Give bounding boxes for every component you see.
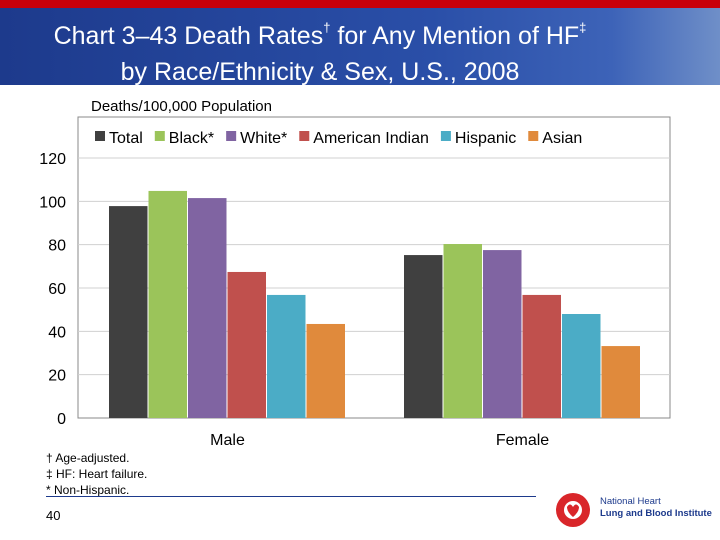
logo-text: National Heart Lung and Blood Institute	[600, 496, 712, 519]
footnote: ‡ HF: Heart failure.	[46, 467, 148, 481]
legend-swatch	[299, 131, 310, 141]
x-tick-label: Female	[496, 432, 549, 449]
y-tick-label: 0	[57, 411, 66, 428]
top-red-stripe	[0, 0, 720, 8]
bar-male-0	[109, 206, 148, 418]
y-axis-label: Deaths/100,000 Population	[91, 98, 272, 115]
page-number: 40	[46, 508, 61, 523]
bar-female-4	[562, 314, 601, 418]
legend-label: Asian	[542, 130, 582, 147]
y-tick-label: 120	[39, 151, 66, 168]
legend-swatch	[226, 131, 237, 141]
y-tick-label: 20	[48, 368, 66, 385]
legend-label: American Indian	[313, 130, 429, 147]
footnote: * Non-Hispanic.	[46, 483, 130, 497]
bar-female-1	[443, 244, 482, 418]
slide-title: Chart 3–43 Death Rates† for Any Mention …	[0, 10, 640, 90]
bar-male-1	[148, 190, 187, 418]
title-text: Chart 3–43 Death Rates	[53, 22, 324, 50]
bar-male-3	[227, 271, 266, 418]
bar-male-2	[188, 198, 227, 418]
bar-female-3	[522, 294, 561, 418]
title-double-dagger: ‡	[579, 20, 587, 35]
title-banner	[0, 0, 720, 85]
footnote: † Age-adjusted.	[46, 451, 130, 465]
x-tick-label: Male	[210, 432, 245, 449]
nhlbi-logo-icon	[556, 493, 590, 527]
title-dagger: †	[323, 20, 331, 35]
legend-swatch	[528, 131, 539, 141]
legend-swatch	[154, 131, 165, 141]
bar-female-2	[483, 250, 522, 418]
y-tick-label: 60	[48, 281, 66, 298]
legend-swatch	[95, 131, 105, 141]
legend-swatch	[440, 131, 451, 141]
y-tick-label: 100	[39, 194, 66, 211]
title-text-mid: for Any Mention of HF	[330, 22, 580, 50]
footer-rule	[46, 496, 536, 497]
bar-female-5	[601, 346, 640, 418]
bar-female-0	[404, 255, 443, 418]
legend-label: Hispanic	[455, 130, 516, 147]
legend-label: Black*	[169, 130, 214, 147]
bar-male-5	[306, 323, 345, 418]
legend-label: White*	[240, 130, 287, 147]
y-tick-label: 40	[48, 324, 66, 341]
bar-male-4	[267, 294, 306, 418]
plot-border	[77, 116, 671, 419]
legend-label: Total	[109, 130, 143, 147]
y-tick-label: 80	[48, 238, 66, 255]
title-line2: by Race/Ethnicity & Sex, U.S., 2008	[120, 58, 520, 86]
